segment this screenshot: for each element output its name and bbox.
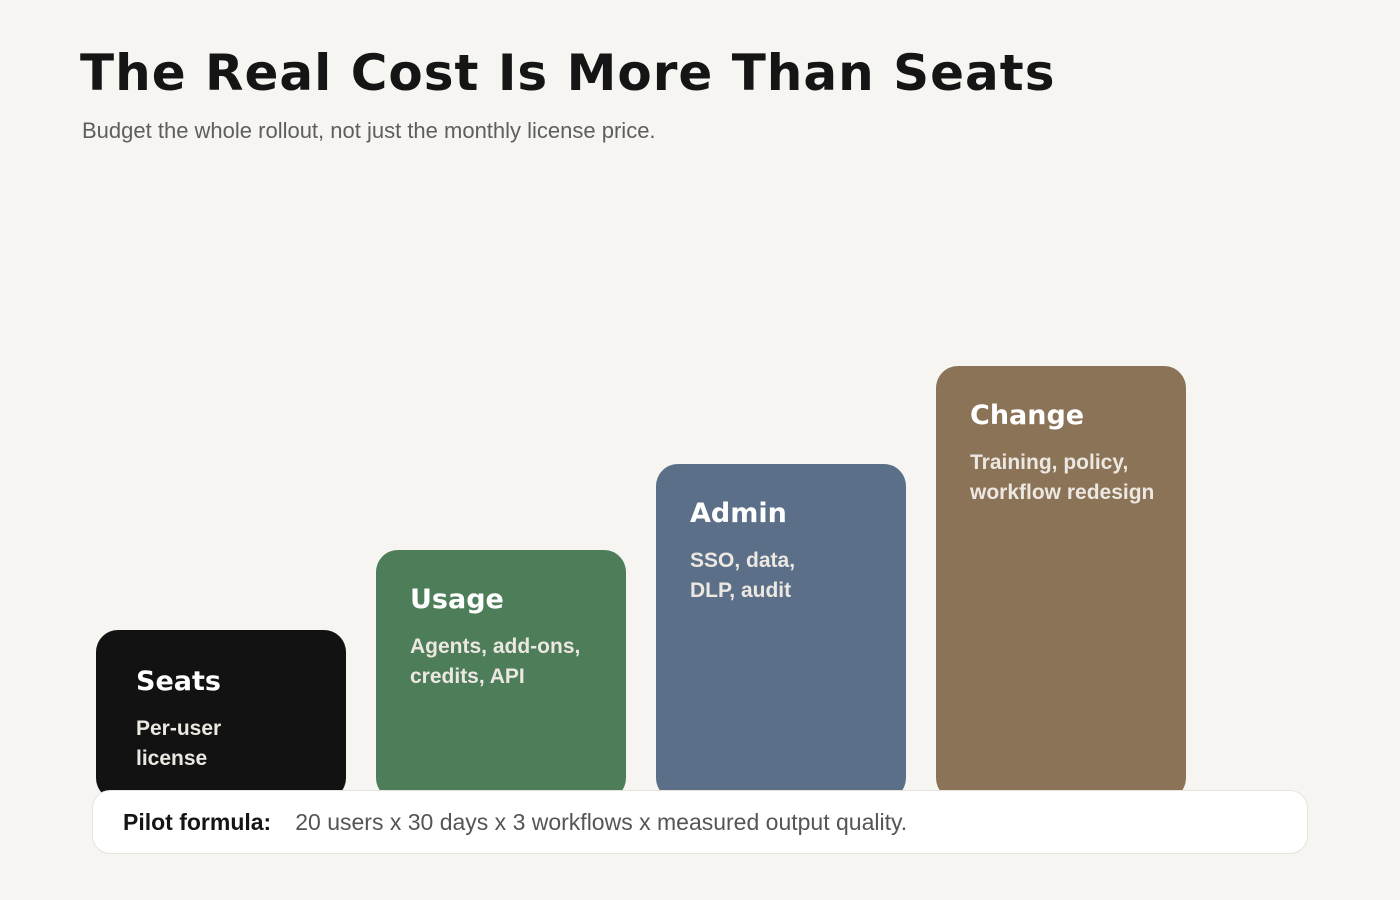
cost-block-description: SSO, data, DLP, audit: [690, 549, 796, 602]
pilot-formula-text: 20 users x 30 days x 3 workflows x measu…: [295, 808, 908, 835]
cost-block-change: Change Training, policy, workflow redesi…: [936, 366, 1186, 800]
cost-block-description: Agents, add-ons, credits, API: [410, 635, 581, 688]
cost-block-title: Usage: [410, 584, 504, 615]
cost-block-usage: Usage Agents, add-ons, credits, API: [376, 550, 626, 800]
cost-block-description: Training, policy, workflow redesign: [970, 451, 1155, 504]
pilot-formula-banner: Pilot formula: 20 users x 30 days x 3 wo…: [92, 790, 1308, 854]
cost-block-title: Change: [970, 400, 1085, 431]
cost-block-admin: Admin SSO, data, DLP, audit: [656, 464, 906, 800]
cost-block-description: Per-user license: [136, 717, 222, 770]
page-subtitle: Budget the whole rollout, not just the m…: [82, 118, 656, 143]
cost-block-seats: Seats Per-user license: [96, 630, 346, 800]
cost-block-title: Admin: [690, 498, 787, 529]
page-title: The Real Cost Is More Than Seats: [80, 44, 1056, 102]
cost-block-title: Seats: [136, 666, 221, 697]
pilot-formula-label: Pilot formula:: [123, 808, 272, 835]
